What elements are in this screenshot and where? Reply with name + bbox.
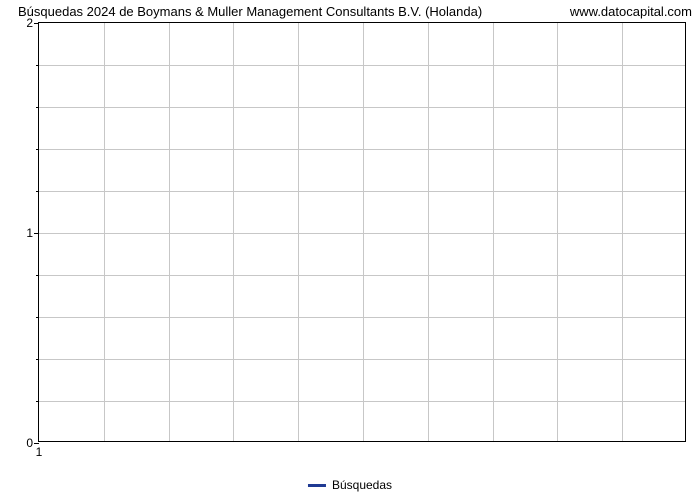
y-tick-mark (34, 23, 39, 24)
grid-line-v (363, 23, 364, 441)
legend-line-icon (308, 484, 326, 487)
grid-line-h (39, 149, 685, 150)
grid-line-h (39, 191, 685, 192)
grid-line-h (39, 317, 685, 318)
grid-line-v (104, 23, 105, 441)
legend-label: Búsquedas (332, 478, 392, 492)
y-minor-tick (36, 401, 39, 402)
y-minor-tick (36, 149, 39, 150)
legend: Búsquedas (308, 478, 392, 492)
grid-line-v (169, 23, 170, 441)
y-minor-tick (36, 107, 39, 108)
plot-area: 0121 (38, 22, 686, 442)
grid-line-h (39, 65, 685, 66)
title-text: Búsquedas 2024 de Boymans & Muller Manag… (18, 4, 482, 19)
grid-line-v (557, 23, 558, 441)
watermark-text: www.datocapital.com (570, 4, 692, 19)
y-minor-tick (36, 275, 39, 276)
grid-line-h (39, 107, 685, 108)
y-minor-tick (36, 317, 39, 318)
grid-line-h (39, 359, 685, 360)
grid-line-h (39, 401, 685, 402)
grid-line-v (622, 23, 623, 441)
grid-line-v (493, 23, 494, 441)
chart-title: Búsquedas 2024 de Boymans & Muller Manag… (18, 4, 692, 19)
grid-line-h (39, 275, 685, 276)
y-minor-tick (36, 359, 39, 360)
grid-line-h (39, 233, 685, 234)
grid-line-v (428, 23, 429, 441)
y-tick-mark (34, 233, 39, 234)
y-minor-tick (36, 191, 39, 192)
grid-line-v (233, 23, 234, 441)
y-minor-tick (36, 65, 39, 66)
grid-line-v (298, 23, 299, 441)
x-tick-label: 1 (36, 441, 43, 459)
